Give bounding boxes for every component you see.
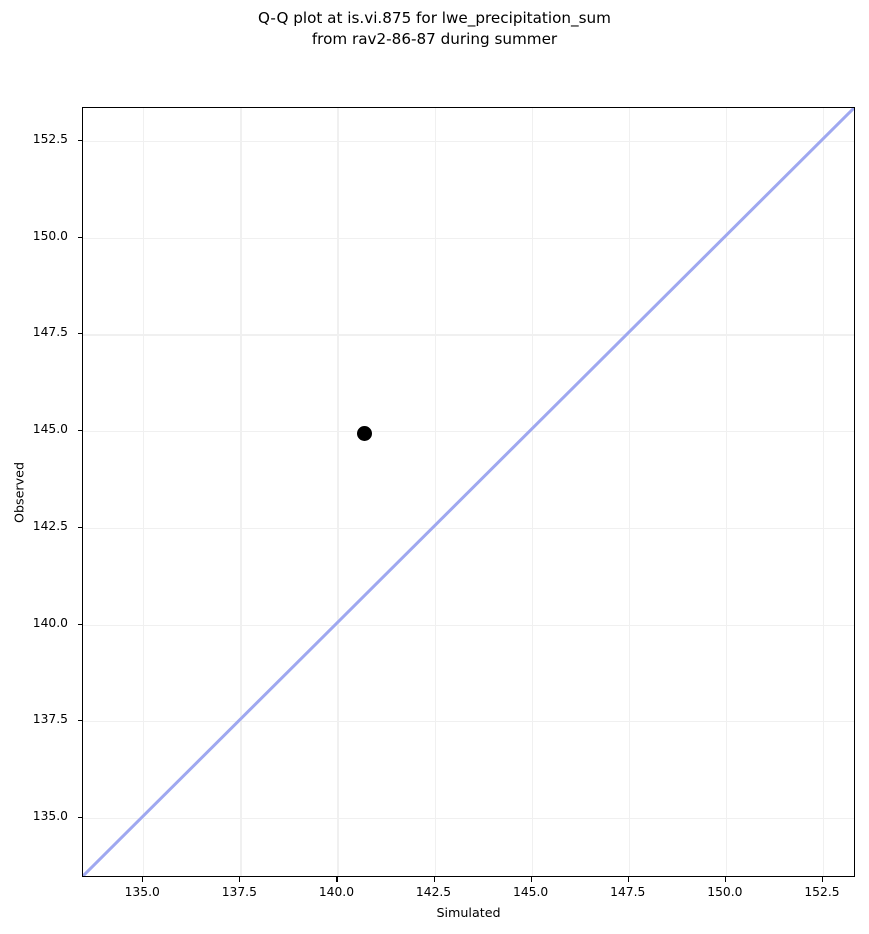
gridline-vertical [628, 108, 630, 876]
y-tick-mark [77, 623, 82, 625]
plot-area [82, 107, 855, 877]
y-tick-mark [77, 333, 82, 335]
gridline-vertical [434, 108, 436, 876]
x-tick-mark [239, 877, 241, 882]
gridline-horizontal [83, 527, 854, 529]
x-axis-label: Simulated [436, 905, 501, 920]
x-tick-mark [530, 877, 532, 882]
x-tick-mark [336, 877, 338, 882]
y-tick-mark [77, 139, 82, 141]
y-tick-label: 147.5 [32, 325, 68, 340]
y-tick-label: 140.0 [32, 615, 68, 630]
chart-title-line-1: Q-Q plot at is.vi.875 for lwe_precipitat… [258, 9, 611, 27]
x-tick-label: 147.5 [610, 885, 646, 899]
gridline-horizontal [83, 237, 854, 239]
gridline-vertical [143, 108, 145, 876]
x-tick-mark [142, 877, 144, 882]
x-tick-mark [627, 877, 629, 882]
y-tick-label: 145.0 [32, 422, 68, 437]
y-tick-label: 152.5 [32, 131, 68, 146]
x-tick-label: 135.0 [124, 885, 160, 899]
y-tick-label: 150.0 [32, 228, 68, 243]
y-tick-label: 142.5 [32, 518, 68, 533]
x-tick-label: 137.5 [221, 885, 257, 899]
x-tick-mark [433, 877, 435, 882]
chart-title-line-2: from rav2-86-87 during summer [311, 30, 558, 48]
data-point [357, 425, 373, 441]
gridline-horizontal [83, 431, 854, 433]
gridline-vertical [822, 108, 825, 876]
x-tick-mark [821, 877, 824, 882]
x-tick-mark [724, 877, 726, 882]
gridline-vertical [240, 108, 242, 876]
gridline-horizontal [83, 818, 854, 820]
y-tick-mark [77, 526, 82, 528]
y-tick-mark [77, 720, 82, 722]
y-tick-label: 137.5 [32, 712, 68, 727]
reference-line [83, 108, 854, 876]
y-tick-label: 135.0 [32, 809, 68, 824]
x-tick-label: 152.5 [804, 885, 840, 899]
gridline-vertical [531, 108, 533, 876]
gridline-vertical [725, 108, 728, 876]
y-tick-mark [77, 430, 82, 432]
x-tick-label: 142.5 [415, 885, 452, 899]
y-tick-mark [77, 817, 82, 819]
x-tick-label: 140.0 [318, 885, 355, 899]
gridline-horizontal [83, 334, 854, 336]
y-axis-label: Observed [11, 461, 27, 524]
x-tick-label: 145.0 [513, 885, 549, 899]
page-title: Q-Q plot at is.vi.875 for lwe_precipitat… [0, 8, 869, 50]
gridline-horizontal [83, 721, 854, 723]
gridline-horizontal [83, 140, 854, 143]
x-tick-label: 150.0 [707, 885, 743, 899]
gridline-vertical [337, 108, 339, 876]
y-tick-mark [77, 236, 82, 238]
gridline-horizontal [83, 624, 854, 626]
